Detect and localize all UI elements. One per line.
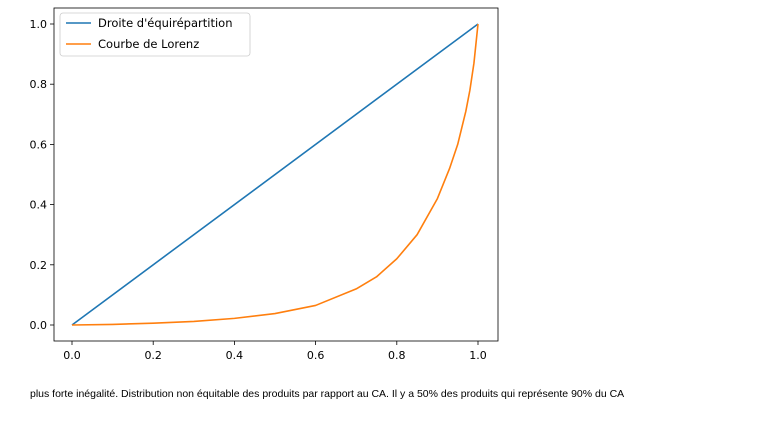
legend-box <box>59 12 251 57</box>
x-tick-label: 0.6 <box>307 349 325 362</box>
series-lorenz-curve <box>71 23 479 326</box>
y-tick-label: 0.2 <box>30 259 48 272</box>
x-tick-label: 0.0 <box>63 349 81 362</box>
x-tick-label: 0.4 <box>226 349 244 362</box>
y-tick-label: 0.6 <box>30 138 48 151</box>
y-tick-label: 0.4 <box>30 199 48 212</box>
caption-text: plus forte inégalité. Distribution non é… <box>30 388 625 400</box>
legend: Droite d'équirépartition Courbe de Loren… <box>59 12 251 57</box>
plot-frame <box>53 7 499 342</box>
legend-label-lorenz: Courbe de Lorenz <box>98 37 199 51</box>
y-tick-label: 0.0 <box>30 319 48 332</box>
series-equirepartition-line <box>71 23 479 326</box>
lorenz-chart: 0.0 0.2 0.4 0.6 0.8 1.0 0.0 0.2 0.4 0.6 0.8 1.0 Dro… <box>30 7 499 362</box>
legend-label-equirepartition: Droite d'équirépartition <box>98 16 232 30</box>
series-layer <box>71 23 479 326</box>
x-tick-label: 1.0 <box>469 349 487 362</box>
x-tick-label: 0.2 <box>144 349 162 362</box>
x-tick-label: 0.8 <box>388 349 406 362</box>
y-tick-label: 1.0 <box>30 18 48 31</box>
y-tick-label: 0.8 <box>30 78 48 91</box>
ticks-layer: 0.0 0.2 0.4 0.6 0.8 1.0 0.0 0.2 0.4 0.6 0.8 1.0 <box>30 18 487 362</box>
